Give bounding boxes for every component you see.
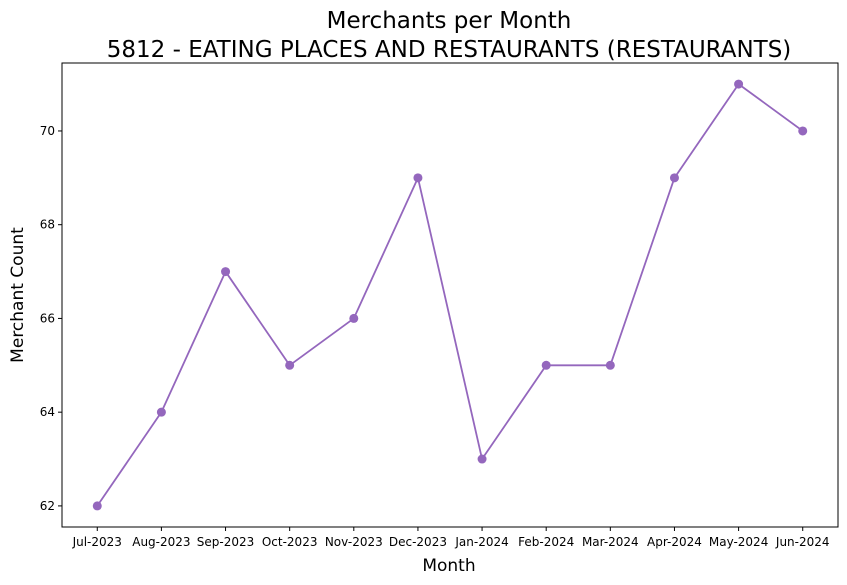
plot-frame	[61, 62, 839, 528]
x-tick-label: Mar-2024	[582, 535, 639, 549]
y-tick-label: 66	[40, 311, 55, 325]
x-tick-label: Dec-2023	[389, 535, 447, 549]
x-tick-label: Aug-2023	[132, 535, 190, 549]
x-tick-label: May-2024	[709, 535, 768, 549]
x-axis-label: Month	[422, 556, 475, 576]
x-tick-label: Jul-2023	[72, 535, 122, 549]
data-point	[541, 360, 551, 370]
y-tick-label: 62	[40, 499, 55, 513]
data-point	[285, 360, 295, 370]
chart-subtitle: 5812 - EATING PLACES AND RESTAURANTS (RE…	[107, 37, 792, 63]
y-tick-label: 64	[40, 405, 55, 419]
x-tick-label: Oct-2023	[262, 535, 318, 549]
x-tick-label: Sep-2023	[197, 535, 255, 549]
data-point	[798, 126, 808, 136]
data-point	[734, 79, 744, 89]
data-point	[605, 360, 615, 370]
y-tick-label: 68	[40, 218, 55, 232]
y-tick-label: 70	[40, 124, 55, 138]
x-tick-label: Jan-2024	[454, 535, 508, 549]
series-line	[96, 83, 804, 507]
data-point	[156, 407, 166, 417]
data-point	[92, 501, 102, 511]
x-tick-label: Apr-2024	[647, 535, 702, 549]
data-point	[477, 454, 487, 464]
data-point	[669, 173, 679, 183]
chart-title: Merchants per Month	[327, 8, 572, 34]
data-point	[221, 267, 231, 277]
x-tick-label: Nov-2023	[325, 535, 383, 549]
x-tick-label: Feb-2024	[518, 535, 574, 549]
data-point	[349, 313, 359, 323]
x-tick-label: Jun-2024	[775, 535, 830, 549]
y-axis-label: Merchant Count	[8, 227, 28, 363]
data-point	[413, 173, 423, 183]
plot-area: 62 64 66 68 70 Jul-2023 Aug-2023 Sep-2023 Oct-20…	[40, 62, 839, 549]
